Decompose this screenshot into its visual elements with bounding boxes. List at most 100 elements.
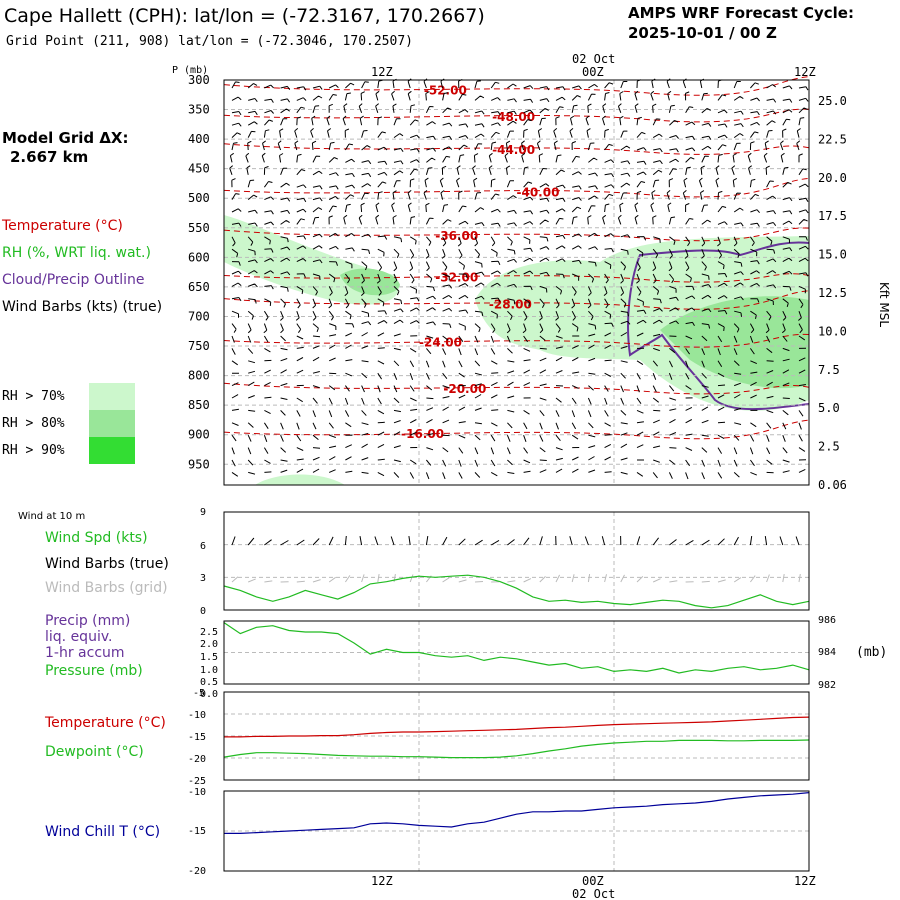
pressure-tick-label: 300 (188, 73, 210, 87)
top-tick-00z: 00Z (582, 65, 604, 79)
dewpoint-line (223, 739, 810, 759)
surface-grid-barbs (231, 574, 801, 583)
height-tick-label: 15.0 (818, 248, 847, 262)
pressure-tick-label: 550 (188, 221, 210, 235)
legend-temperature: Temperature (°C) (1, 218, 123, 234)
surface-wind-panel: Wind at 10 m 9 6 3 0 Wind Spd (kts) Wind… (18, 507, 810, 617)
precip-pressure-panel: 2.5 2.0 1.5 1.0 0.5 0.0 986 984 982 (mb)… (45, 613, 887, 700)
height-tick-label: 25.0 (818, 94, 847, 108)
height-tick-label: 20.0 (818, 171, 847, 185)
isotherm-label: -44.00 (492, 143, 535, 157)
surface-label-speed: Wind Spd (kts) (45, 530, 148, 546)
y-axis-label: P (mb) (172, 65, 208, 76)
legend-rh70-swatch (89, 383, 135, 410)
pressure-tick-label: 950 (188, 457, 210, 471)
temp-tick-m25: -25 (188, 776, 206, 787)
model-grid-label: Model Grid ΔX: (2, 129, 129, 147)
isotherm-label: -32.00 (435, 270, 478, 284)
precip-tick-05: 0.5 (200, 677, 218, 688)
precip-tick-00: 0.0 (200, 689, 218, 700)
temp-tick-m10: -10 (188, 710, 206, 721)
pressure-line (223, 622, 810, 674)
isotherm-line (223, 108, 810, 123)
top-tick-12z-b: 12Z (794, 65, 816, 79)
bottom-tick-12z-b: 12Z (794, 874, 816, 888)
height-tick-label: 5.0 (818, 401, 840, 415)
pressure-tick-label: 700 (188, 309, 210, 323)
precip-tick-10: 1.0 (200, 665, 218, 676)
height-tick-label: 2.5 (818, 440, 840, 454)
precip-tick-20: 2.0 (200, 639, 218, 650)
isotherm-line (223, 143, 810, 155)
height-tick-label: 0.06 (818, 478, 847, 492)
cross-section-panel: -52.00-48.00-44.00-40.00-36.00-32.00-28.… (188, 73, 891, 492)
chart-title: Cape Hallett (CPH): lat/lon = (-72.3167,… (4, 5, 485, 27)
temperature-line (224, 716, 810, 738)
pressure-tick-label: 450 (188, 162, 210, 176)
height-axis-label: Kft MSL (877, 282, 891, 327)
temperature-panel: -5 -10 -15 -20 -25 Temperature (°C) Dewp… (44, 688, 810, 787)
height-tick-label: 12.5 (818, 286, 847, 300)
isotherm-line (223, 290, 810, 310)
bottom-date-label: 02 Oct (572, 887, 615, 900)
wind-speed-line (223, 574, 810, 609)
isotherm-label: -16.00 (401, 427, 444, 441)
isotherm-line (223, 382, 810, 395)
isotherm-line (223, 273, 810, 283)
surface-tick-9: 9 (200, 507, 206, 518)
wind-chill-line (224, 792, 810, 835)
wind-barbs (229, 78, 809, 480)
pressure-tick-label: 350 (188, 103, 210, 117)
rh-region (255, 474, 345, 485)
pressure-tick-986: 986 (818, 615, 836, 626)
pressure-tick-label: 850 (188, 398, 210, 412)
pressure-unit: (mb) (856, 645, 887, 660)
precip-label-3: 1-hr accum (45, 645, 125, 661)
height-tick-label: 10.0 (818, 324, 847, 338)
bottom-tick-12z-a: 12Z (371, 874, 393, 888)
top-date-label: 02 Oct (572, 52, 615, 66)
height-tick-label: 7.5 (818, 363, 840, 377)
wind-chill-panel: -10 -15 -20 Wind Chill T (°C) (45, 787, 810, 877)
top-tick-12z-a: 12Z (371, 65, 393, 79)
pressure-tick-984: 984 (818, 647, 836, 658)
rh-region (340, 268, 400, 296)
isotherm-line (223, 177, 810, 198)
pressure-tick-982: 982 (818, 680, 836, 691)
pressure-tick-label: 600 (188, 250, 210, 264)
isotherm-line (223, 419, 810, 440)
legend-rh70: RH > 70% (2, 389, 65, 404)
rh-region (660, 296, 809, 389)
chill-label: Wind Chill T (°C) (45, 824, 160, 840)
legend-rh90: RH > 90% (2, 443, 65, 458)
chill-tick-m15: -15 (188, 826, 206, 837)
surface-panel-title: Wind at 10 m (18, 511, 85, 522)
model-grid-value: 2.667 km (10, 148, 88, 166)
pressure-tick-label: 900 (188, 428, 210, 442)
precip-label-2: liq. equiv. (45, 629, 112, 645)
grid-point-label: Grid Point (211, 908) lat/lon = (-72.304… (6, 34, 413, 49)
legend-rh: RH (%, WRT liq. wat.) (2, 245, 151, 261)
pressure-tick-label: 400 (188, 132, 210, 146)
surface-tick-3: 3 (200, 573, 206, 584)
precip-label-1: Precip (mm) (45, 613, 130, 629)
isotherm-label: -24.00 (419, 336, 462, 350)
surface-label-barbs: Wind Barbs (true) (45, 556, 169, 572)
temp-label: Temperature (°C) (44, 715, 166, 731)
temp-tick-m20: -20 (188, 754, 206, 765)
precip-tick-15: 1.5 (200, 652, 218, 663)
cloud-outline (627, 241, 810, 411)
isotherm-label: -36.00 (435, 229, 478, 243)
isotherm-label: -40.00 (517, 185, 560, 199)
surface-tick-0: 0 (200, 606, 206, 617)
legend-rh90-swatch (89, 437, 135, 464)
bottom-tick-00z: 00Z (582, 874, 604, 888)
dewpoint-label: Dewpoint (°C) (45, 744, 144, 760)
isotherm-label: -48.00 (492, 110, 535, 124)
surface-tick-6: 6 (200, 541, 206, 552)
pressure-tick-label: 650 (188, 280, 210, 294)
height-tick-label: 22.5 (818, 132, 847, 146)
precip-tick-25: 2.5 (200, 627, 218, 638)
temp-tick-m15: -15 (188, 732, 206, 743)
